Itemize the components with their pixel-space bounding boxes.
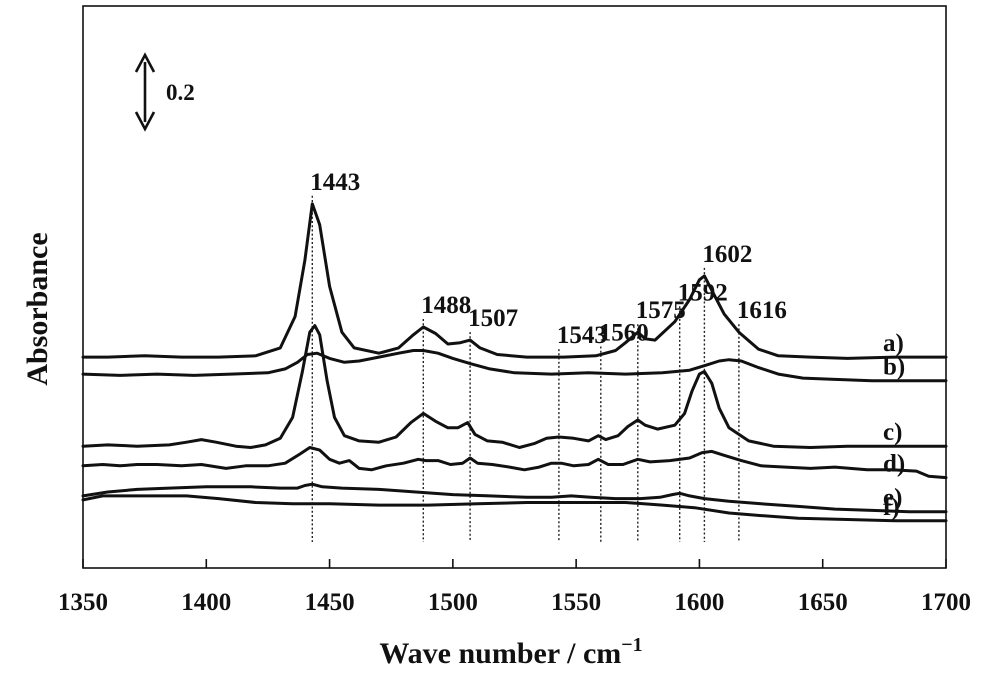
x-axis-title-text: Wave number / cm [379,637,621,670]
peak-label-1507: 1507 [468,305,518,332]
x-tick-label-1700: 1700 [921,589,971,616]
peak-label-1560: 1560 [599,320,649,347]
peak-label-1602: 1602 [702,241,752,268]
x-tick-label-1350: 1350 [58,589,108,616]
scale-bar-arrow-down-icon [134,111,156,132]
spectrum-line-a [81,202,948,360]
x-axis: 1350 1400 1450 1500 1550 1600 1650 1700 [58,559,971,616]
peak-label-1488: 1488 [421,292,471,319]
x-axis-title: Wave number / cm−1 [379,634,642,670]
peak-label-1543: 1543 [557,322,607,349]
curve-label-a: a) [883,330,904,357]
curve-label-f: f) [883,494,900,521]
spectrum-line-e [81,482,948,514]
curve-label-e: e) [883,485,902,512]
spectra-group [81,202,948,523]
peak-label-1443: 1443 [310,169,360,196]
x-axis-title-superscript: −1 [621,634,642,656]
peak-label-1616: 1616 [737,297,787,324]
x-tick-label-1450: 1450 [305,589,355,616]
spectrum-line-d [81,446,948,480]
curve-label-b: b) [883,354,905,381]
x-tick-label-1500: 1500 [428,589,478,616]
curve-label-c: c) [883,419,902,446]
scale-bar: 0.2 [134,52,195,132]
scale-bar-arrow-up-icon [134,52,156,73]
x-tick-label-1600: 1600 [674,589,724,616]
x-tick-label-1650: 1650 [798,589,848,616]
curve-label-d: d) [883,451,905,478]
peak-label-1575: 1575 [636,297,686,324]
x-tick-label-1400: 1400 [181,589,231,616]
x-tick-label-1550: 1550 [551,589,601,616]
spectrum-line-f [81,494,948,523]
spectrum-line-c [81,324,948,449]
scale-bar-label: 0.2 [166,80,195,105]
spectrum-line-b [81,349,948,383]
plot-frame [82,5,947,569]
curve-labels: a)b) c) d) e)f) [883,330,905,521]
peak-label-1592: 1592 [678,279,728,306]
y-axis-title: Absorbance [21,232,54,385]
